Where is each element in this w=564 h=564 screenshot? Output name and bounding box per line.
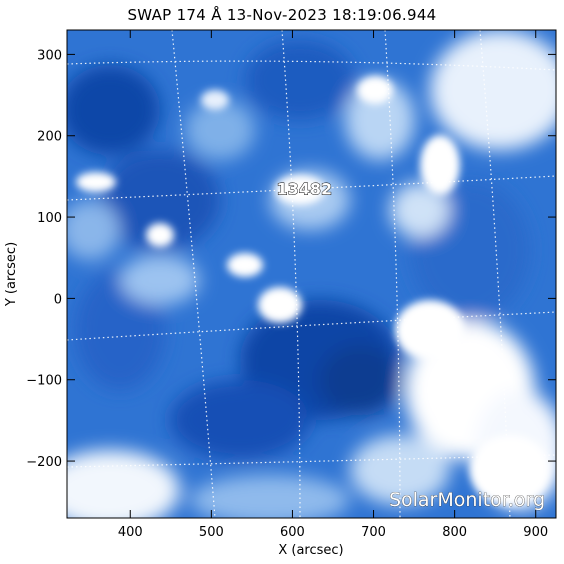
- x-axis-title: X (arcsec): [278, 543, 343, 558]
- y-tick-label: −100: [26, 374, 62, 389]
- y-axis: 300 200 100 0 −100 −200: [26, 48, 556, 470]
- active-region-label: 13482: [276, 180, 332, 199]
- y-tick-label: 0: [54, 292, 62, 307]
- x-axis: 400 500 600 700 800 900: [118, 30, 548, 540]
- y-axis-title: Y (arcsec): [4, 242, 19, 307]
- watermark: SolarMonitor.org: [389, 489, 545, 511]
- plot-frame: [66, 29, 557, 519]
- y-tick-label: −200: [26, 455, 62, 470]
- x-tick-label: 400: [118, 525, 143, 540]
- x-tick-label: 900: [523, 525, 548, 540]
- x-tick-label: 800: [442, 525, 467, 540]
- y-tick-label: 300: [37, 48, 62, 63]
- y-tick-label: 200: [37, 130, 62, 145]
- euv-image: [67, 30, 556, 518]
- heliographic-grid: [67, 30, 556, 518]
- y-tick-label: 100: [37, 211, 62, 226]
- x-tick-label: 600: [280, 525, 305, 540]
- x-tick-label: 500: [199, 525, 224, 540]
- figure-title: SWAP 174 Å 13-Nov-2023 18:19:06.944: [127, 6, 437, 24]
- x-tick-label: 700: [361, 525, 386, 540]
